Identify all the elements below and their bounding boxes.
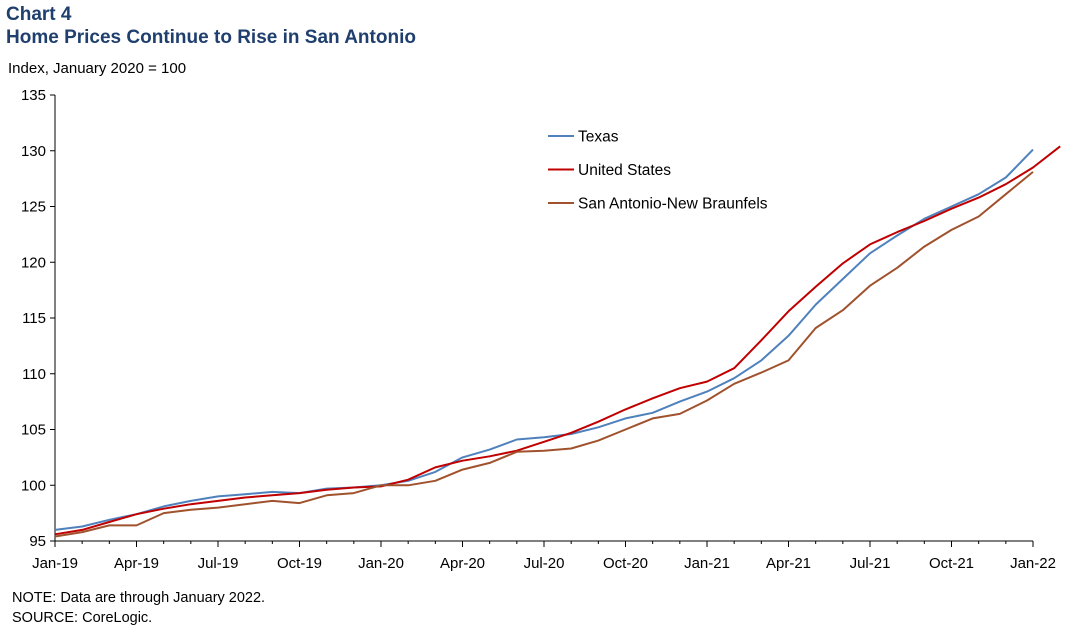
x-tick-label: Jan-21 xyxy=(684,555,730,572)
x-tick-label: Oct-21 xyxy=(929,555,974,572)
legend-label-united-states: United States xyxy=(578,162,671,179)
y-tick-label: 130 xyxy=(21,143,46,160)
y-tick-label: 100 xyxy=(21,477,46,494)
series-line-san-antonio-new-braunfels xyxy=(54,171,1034,538)
x-tick-label: Jan-19 xyxy=(32,555,78,572)
series-line-united-states xyxy=(54,145,1061,536)
y-tick-label: 115 xyxy=(22,310,46,327)
chart-title: Home Prices Continue to Rise in San Anto… xyxy=(6,27,416,48)
axes: 95 100 105 110 115 120 125 130 135 Jan-19 Apr-19 Ju… xyxy=(21,87,1056,572)
x-tick-label: Apr-20 xyxy=(440,555,485,572)
y-tick-label: 110 xyxy=(22,366,46,383)
chart-note: NOTE: Data are through January 2022. xyxy=(12,590,266,606)
chart-number: Chart 4 xyxy=(6,4,72,25)
x-tick-label: Apr-19 xyxy=(114,555,159,572)
x-tick-label: Oct-20 xyxy=(603,555,648,572)
y-tick-label: 135 xyxy=(21,87,46,104)
chart-source: SOURCE: CoreLogic. xyxy=(12,610,153,626)
x-tick-label: Jul-21 xyxy=(850,555,891,572)
y-axis-unit-label: Index, January 2020 = 100 xyxy=(8,60,187,77)
x-tick-label: Apr-21 xyxy=(766,555,811,572)
x-tick-label: Jan-20 xyxy=(358,555,404,572)
x-tick-label: Jan-22 xyxy=(1010,555,1056,572)
y-tick-label: 125 xyxy=(21,199,46,216)
series-lines xyxy=(54,145,1061,538)
y-tick-label: 120 xyxy=(21,254,46,271)
series-line-texas xyxy=(54,148,1034,531)
y-tick-label: 95 xyxy=(29,533,46,550)
y-tick-label: 105 xyxy=(21,422,46,439)
legend-label-texas: Texas xyxy=(578,129,619,146)
legend: Texas United States San Antonio-New Braunf… xyxy=(548,129,768,213)
x-tick-label: Jul-19 xyxy=(198,555,239,572)
legend-label-san-antonio-new-braunfels: San Antonio-New Braunfels xyxy=(578,196,768,213)
x-tick-label: Jul-20 xyxy=(524,555,565,572)
x-tick-label: Oct-19 xyxy=(277,555,322,572)
